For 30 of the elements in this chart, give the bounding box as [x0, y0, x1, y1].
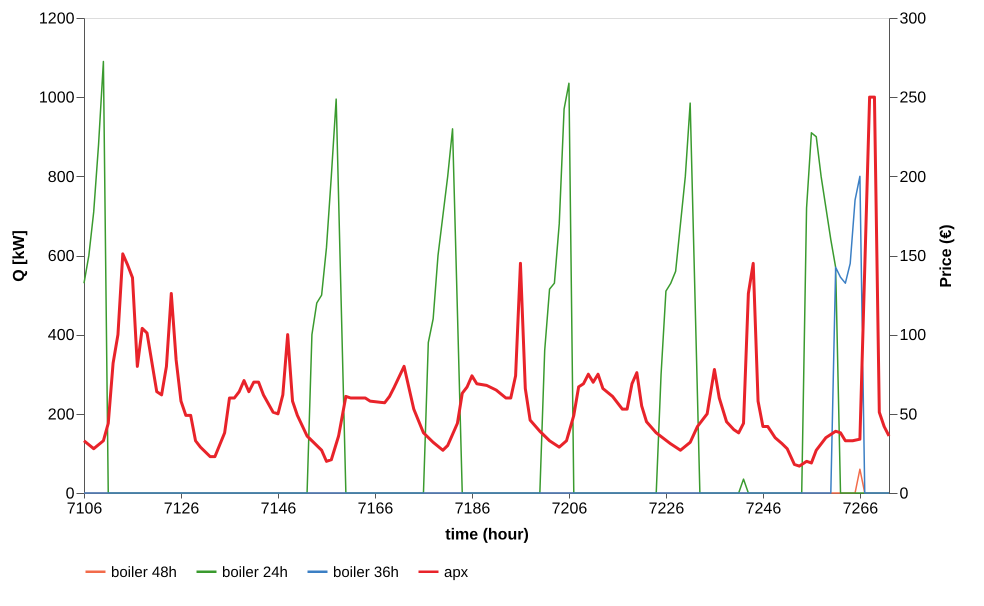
x-tick-label: 7146 — [260, 500, 296, 518]
y-tick-label: 400 — [48, 327, 75, 344]
y2-axis-title: Price (€) — [938, 224, 956, 288]
legend-label: boiler 36h — [333, 564, 399, 581]
y-tick-label: 1200 — [38, 10, 75, 28]
y2-tick-label: 200 — [900, 168, 926, 186]
y-axis-title: Q [kW] — [10, 230, 28, 282]
y2-tick-label: 250 — [900, 90, 926, 107]
x-tick-label: 7106 — [66, 500, 102, 518]
x-tick-label: 7226 — [648, 500, 684, 518]
legend-label: apx — [444, 564, 469, 581]
y-tick-label: 600 — [48, 248, 75, 265]
y2-tick-label: 100 — [900, 327, 926, 344]
y-tick-label: 0 — [66, 486, 75, 502]
x-tick-label: 7126 — [164, 500, 200, 518]
y-tick-label: 1000 — [38, 90, 75, 107]
y-tick-label: 200 — [48, 406, 75, 424]
x-tick-label: 7206 — [552, 500, 588, 518]
x-tick-label: 7166 — [358, 500, 394, 518]
y-tick-label: 800 — [48, 168, 75, 186]
x-tick-label: 7186 — [454, 500, 490, 518]
legend-label: boiler 48h — [111, 564, 177, 581]
x-tick-label: 7246 — [746, 500, 782, 518]
legend-label: boiler 24h — [222, 564, 288, 581]
y2-tick-label: 150 — [900, 248, 926, 265]
y2-tick-label: 0 — [900, 486, 908, 502]
x-tick-label: 7266 — [842, 500, 878, 518]
x-axis-title: time (hour) — [445, 526, 529, 544]
y2-tick-label: 300 — [900, 10, 926, 28]
y2-tick-label: 50 — [900, 406, 918, 424]
